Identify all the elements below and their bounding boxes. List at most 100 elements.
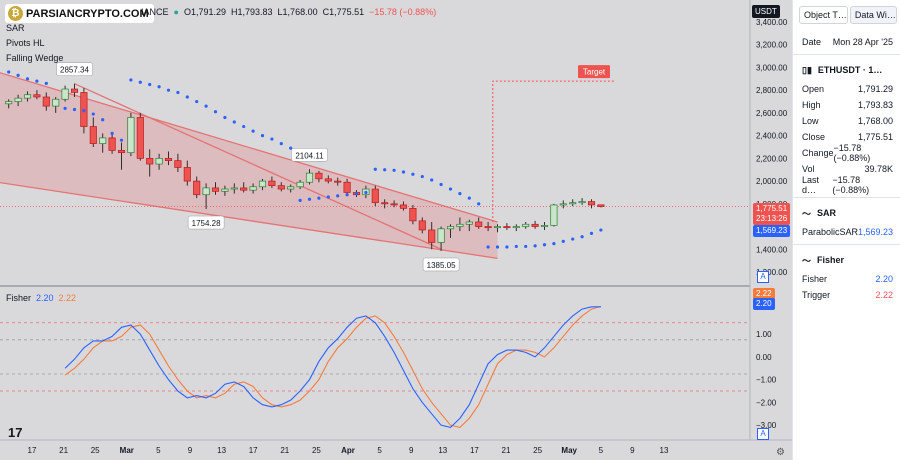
time-tick-label: 25 [91,446,100,455]
candle-body [493,226,502,229]
data-row-value: 1,791.29 [857,84,893,94]
candle-body [61,88,69,100]
sar-dot [458,191,462,196]
data-row-label: Close [802,132,826,142]
wedge-inner-line [74,83,442,250]
osc-auto-scale-button[interactable]: A [757,428,769,440]
chart-area[interactable]: 3,400.00 3,200.00 3,000.00 2,800.00 2,600.00… [0,0,792,460]
time-tick-label: 17 [249,446,258,455]
pivot-high-label-box [56,62,93,76]
time-tick-label: 17 [470,446,479,455]
candle-body [287,186,295,190]
ohlc-change: −15.78 (−0.88%) [369,7,437,17]
sar-dot [223,115,227,120]
divider [793,54,900,55]
time-tick-label: 13 [438,446,447,455]
sar-dot [392,168,396,172]
fisher-legend-value: 2.20 [36,293,54,303]
sar-dot [157,85,161,89]
candles-icon: ▯▮ [802,64,812,75]
candle-body [446,226,455,230]
sar-dot [571,237,575,241]
sar-dot [279,141,283,146]
sar-price-tag: 1,569.23 [753,225,791,237]
target-label: Target [583,68,606,77]
osc-tick-label: −1.00 [756,376,777,385]
candle-body [587,201,596,206]
gear-icon[interactable]: ⚙ [776,447,785,458]
candle-body [409,208,417,222]
sar-dot [82,109,86,113]
candle-body [70,88,79,93]
fisher-tag: 2.20 [753,298,775,310]
pivot-high-label-box [291,148,328,162]
indicator-sar[interactable]: SAR [6,23,25,33]
ohlc-low: L1,768.00 [277,7,318,17]
candle-body [89,126,97,144]
date-value: Mon 28 Apr '25 [832,37,893,47]
sar-dot [533,244,537,248]
candle-body [484,226,492,229]
symbol-header[interactable]: ▯▮ ETHUSDT · 1… [793,59,900,81]
price-chart-svg[interactable]: 3,400.00 3,200.00 3,000.00 2,800.00 2,600.00… [0,0,792,460]
currency-badge[interactable]: USDT [752,5,780,18]
candle-body [305,172,314,183]
sar-dot [270,137,274,141]
time-tick-label: 13 [660,446,669,455]
sar-dot [411,172,415,176]
sar-header[interactable]: 〜 SAR [793,202,900,224]
fisher-legend[interactable]: Fisher 2.20 2.22 [6,293,76,303]
fisher-header[interactable]: 〜 Fisher [793,249,900,271]
candle-body [240,187,248,191]
sar-dot [204,104,208,108]
last-price-tag: 1,775.51 [753,203,791,215]
sar-dot [185,95,189,99]
candle-body [202,187,210,196]
sar-dot [345,193,349,197]
candle-body [33,94,41,98]
tab-data-window[interactable]: Data Wi… [849,6,897,24]
candle-body [343,181,351,193]
candle-body [456,223,464,227]
tab-object-tree[interactable]: Object T… [799,6,848,24]
trigger-row-value: 2.22 [875,290,893,300]
sar-dot [213,110,218,114]
watermark-text: PARSIANCRYPTO.COM [26,7,149,20]
time-tick-label: Mar [120,446,134,455]
candle-body [324,178,332,182]
data-row-label: Change [802,148,834,158]
data-row: Close 1,775.51 [793,129,900,145]
sar-dot [326,195,330,199]
candle-body [268,180,276,186]
wedge-lower-line [0,181,498,260]
sar-dot [401,170,406,174]
sar-dot [317,196,321,200]
time-tick-label: 5 [156,446,161,455]
trigger-legend-value: 2.22 [58,293,77,303]
pivot-low-label-box [422,257,460,272]
sar-dot [7,70,11,74]
data-row-value: 39.78K [864,164,893,174]
sar-row: ParabolicSAR 1,569.23 [793,224,900,240]
wave-icon: 〜 [802,208,812,219]
data-row-label: Vol [802,164,815,174]
sar-dot [25,77,30,81]
indicator-wedge[interactable]: Falling Wedge [6,53,64,63]
data-row: Open 1,791.29 [793,81,900,97]
sar-dot [420,174,424,179]
candle-body [522,223,530,227]
data-row-value: −15.78 (−0.88%) [832,175,870,195]
sar-dot [467,196,471,200]
candle-body [277,185,285,190]
sar-dot [129,78,133,82]
candle-body [221,188,229,192]
sar-dot [251,129,255,133]
sar-dot [383,168,387,172]
data-row-value: −15.78 (−0.88%) [833,143,871,163]
sar-dot [260,134,265,138]
candle-body [258,180,267,188]
data-row: Change −15.78 (−0.88%) [793,143,900,163]
indicator-pivots[interactable]: Pivots HL [6,38,45,48]
auto-scale-button[interactable]: A [757,271,769,283]
candle-body [296,181,304,188]
